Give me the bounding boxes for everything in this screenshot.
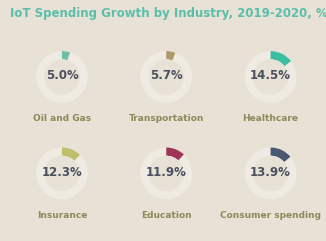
Text: 5.7%: 5.7% [150, 69, 183, 82]
Circle shape [253, 59, 288, 94]
Circle shape [149, 59, 184, 94]
Wedge shape [141, 51, 192, 103]
Text: 12.3%: 12.3% [42, 166, 82, 179]
Wedge shape [245, 147, 296, 199]
Text: Insurance: Insurance [37, 211, 87, 220]
Circle shape [44, 156, 80, 191]
Circle shape [253, 59, 288, 94]
Text: Education: Education [141, 211, 192, 220]
Circle shape [44, 59, 80, 94]
Wedge shape [271, 51, 291, 66]
Text: Transportation: Transportation [128, 114, 204, 123]
Wedge shape [271, 147, 290, 162]
Wedge shape [141, 147, 192, 199]
Circle shape [44, 59, 80, 94]
Circle shape [253, 156, 288, 191]
Text: Consumer spending: Consumer spending [220, 211, 321, 220]
Text: Healthcare: Healthcare [243, 114, 299, 123]
Text: 11.9%: 11.9% [146, 166, 187, 179]
Text: 14.5%: 14.5% [250, 69, 291, 82]
Wedge shape [36, 51, 88, 103]
Circle shape [44, 156, 80, 191]
Circle shape [149, 156, 184, 191]
Text: Oil and Gas: Oil and Gas [33, 114, 91, 123]
Wedge shape [245, 51, 296, 103]
Text: IoT Spending Growth by Industry, 2019-2020, %: IoT Spending Growth by Industry, 2019-20… [10, 7, 326, 20]
Circle shape [149, 156, 184, 191]
Wedge shape [62, 147, 80, 161]
Wedge shape [36, 147, 88, 199]
Circle shape [253, 156, 288, 191]
Circle shape [149, 59, 184, 94]
Wedge shape [166, 51, 175, 60]
Wedge shape [62, 51, 70, 60]
Text: 5.0%: 5.0% [46, 69, 78, 82]
Text: 13.9%: 13.9% [250, 166, 291, 179]
Wedge shape [166, 147, 184, 161]
